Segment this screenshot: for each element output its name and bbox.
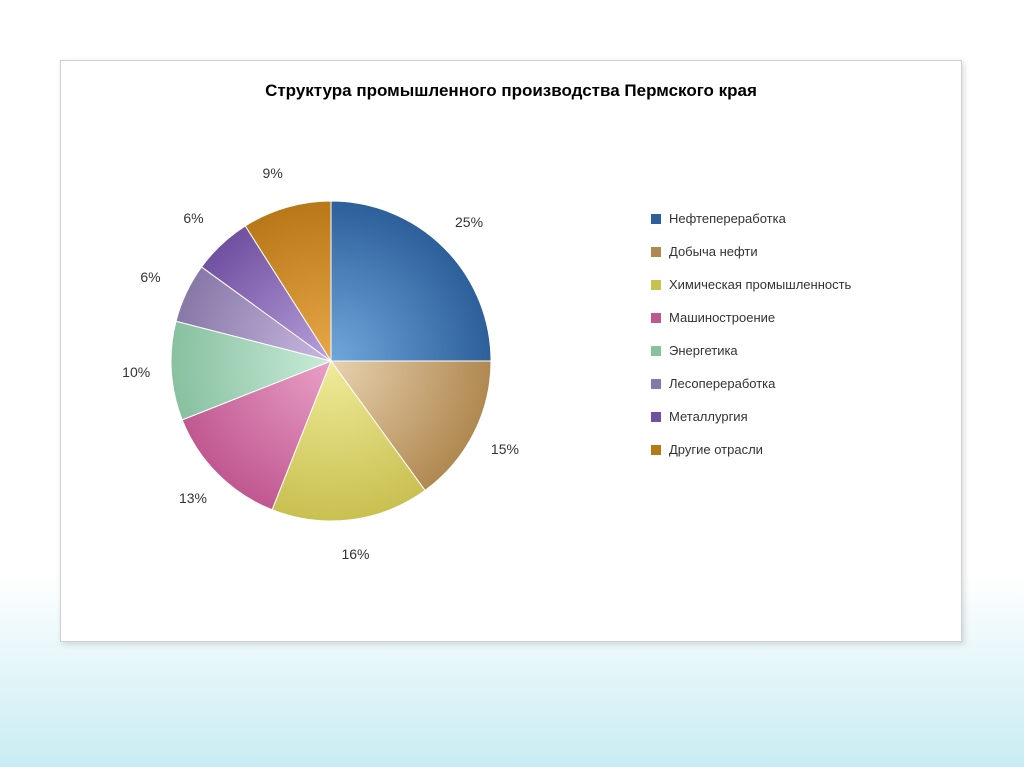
legend-item: Машиностроение — [651, 310, 931, 325]
pie-chart: 25% 15% 16% 13% 10% 6% 6% 9% — [121, 151, 541, 571]
legend-label: Нефтепереработка — [669, 211, 786, 226]
legend-item: Другие отрасли — [651, 442, 931, 457]
legend-label: Металлургия — [669, 409, 748, 424]
legend-label: Добыча нефти — [669, 244, 758, 259]
legend-item: Добыча нефти — [651, 244, 931, 259]
slice-percent-label: 10% — [122, 364, 150, 380]
legend-item: Энергетика — [651, 343, 931, 358]
slice-percent-label: 25% — [455, 214, 483, 230]
legend-label: Энергетика — [669, 343, 738, 358]
slice-percent-label: 9% — [263, 165, 283, 181]
legend-item: Нефтепереработка — [651, 211, 931, 226]
chart-card: Структура промышленного производства Пер… — [60, 60, 962, 642]
slice-percent-label: 16% — [341, 546, 369, 562]
legend-label: Химическая промышленность — [669, 277, 851, 292]
legend-swatch — [651, 214, 661, 224]
legend-swatch — [651, 346, 661, 356]
legend: Нефтепереработка Добыча нефти Химическая п… — [651, 211, 931, 475]
legend-item: Лесопереработка — [651, 376, 931, 391]
legend-swatch — [651, 313, 661, 323]
legend-label: Другие отрасли — [669, 442, 763, 457]
legend-item: Металлургия — [651, 409, 931, 424]
legend-swatch — [651, 412, 661, 422]
chart-title: Структура промышленного производства Пер… — [61, 81, 961, 101]
slice-percent-label: 13% — [179, 490, 207, 506]
slice-percent-label: 15% — [491, 441, 519, 457]
legend-item: Химическая промышленность — [651, 277, 931, 292]
slice-percent-label: 6% — [140, 269, 160, 285]
slice-percent-label: 6% — [183, 210, 203, 226]
legend-swatch — [651, 280, 661, 290]
legend-label: Лесопереработка — [669, 376, 775, 391]
legend-swatch — [651, 379, 661, 389]
legend-swatch — [651, 445, 661, 455]
legend-label: Машиностроение — [669, 310, 775, 325]
legend-swatch — [651, 247, 661, 257]
